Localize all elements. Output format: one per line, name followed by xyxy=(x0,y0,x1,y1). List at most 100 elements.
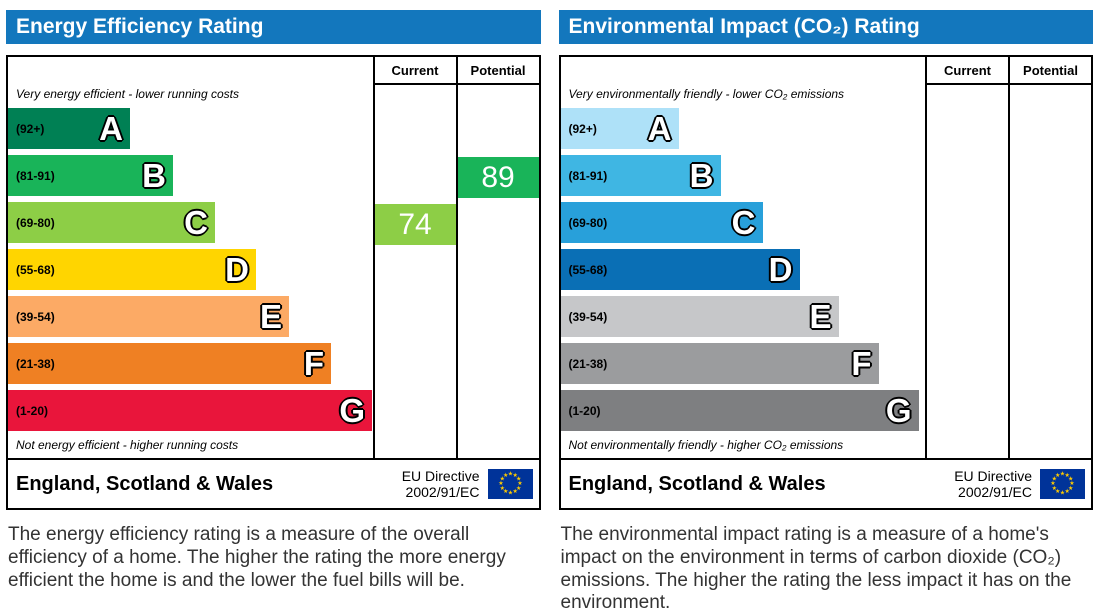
current-column-header: Current xyxy=(374,57,456,85)
band-letter: F xyxy=(851,345,872,382)
region-label: England, Scotland & Wales xyxy=(16,472,274,495)
svg-text:★: ★ xyxy=(503,488,508,495)
band-row-b: (81-91) B xyxy=(560,152,926,199)
eu-directive-line2: 2002/91/EC xyxy=(405,484,480,500)
band-bar-d: (55-68) D xyxy=(560,249,800,290)
top-caption: Very energy efficient - lower running co… xyxy=(16,87,239,101)
svg-text:★: ★ xyxy=(512,488,517,495)
band-row-f: (21-38) F xyxy=(8,340,373,387)
top-caption: Very environmentally friendly - lower CO… xyxy=(568,87,845,101)
band-bar-f: (21-38) F xyxy=(8,343,331,384)
region-label: England, Scotland & Wales xyxy=(568,472,826,495)
band-row-a: (92+) A xyxy=(560,105,926,152)
bands: (92+) A (81-91) B (69-80) C (55-68) D (39-54) E (2… xyxy=(560,105,926,434)
band-range-label: (21-38) xyxy=(568,356,608,371)
energy-rating-chart: Very energy efficient - lower running co… xyxy=(6,55,541,510)
band-letter: A xyxy=(647,110,672,147)
svg-text:★: ★ xyxy=(1052,475,1057,482)
potential-column-header: Potential xyxy=(457,57,539,85)
band-range-label: (55-68) xyxy=(568,262,608,277)
environmental-impact-panel: Environmental Impact (CO₂) Rating Very e… xyxy=(558,10,1093,615)
band-bar-g: (1-20) G xyxy=(560,390,919,431)
svg-text:★: ★ xyxy=(512,472,517,479)
band-bar-g: (1-20) G xyxy=(8,390,372,431)
current-column-body: 74 xyxy=(374,85,456,458)
svg-text:★: ★ xyxy=(1055,472,1060,479)
svg-text:★: ★ xyxy=(516,485,521,492)
svg-text:★: ★ xyxy=(1068,485,1073,492)
band-letter: F xyxy=(303,345,324,382)
energy-description: The energy efficiency rating is a measur… xyxy=(8,524,506,591)
bars-head-spacer xyxy=(8,57,373,83)
band-range-label: (55-68) xyxy=(16,262,55,277)
svg-text:★: ★ xyxy=(503,472,508,479)
environmental-panel-title: Environmental Impact (CO₂) Rating xyxy=(568,15,920,38)
environmental-description: The environmental impact rating is a mea… xyxy=(560,524,1072,614)
eu-directive-label: EU Directive 2002/91/EC xyxy=(954,468,1032,500)
band-range-label: (21-38) xyxy=(16,356,55,371)
band-range-label: (69-80) xyxy=(16,215,55,230)
chart-footer: England, Scotland & Wales EU Directive 2… xyxy=(560,458,1091,508)
band-letter: E xyxy=(259,298,282,335)
band-bar-a: (92+) A xyxy=(8,108,130,149)
band-letter: G xyxy=(339,392,365,429)
energy-panel-title: Energy Efficiency Rating xyxy=(16,15,264,38)
current-value-box: 74 xyxy=(374,204,456,245)
band-bar-c: (69-80) C xyxy=(8,202,215,243)
svg-text:★: ★ xyxy=(1060,490,1065,497)
svg-text:★: ★ xyxy=(1065,472,1070,479)
energy-efficiency-panel: Energy Efficiency Rating Very energy eff… xyxy=(6,10,541,615)
band-letter: B xyxy=(142,157,166,194)
band-bar-a: (92+) A xyxy=(560,108,679,149)
current-column-header: Current xyxy=(927,57,1008,85)
band-bar-d: (55-68) D xyxy=(8,249,256,290)
energy-panel-header: Energy Efficiency Rating xyxy=(6,10,541,44)
svg-text:★: ★ xyxy=(1060,471,1065,478)
potential-column-body xyxy=(1010,85,1091,458)
band-letter: E xyxy=(809,298,832,335)
eu-directive-label: EU Directive 2002/91/EC xyxy=(402,468,480,500)
band-row-c: (69-80) C xyxy=(8,199,373,246)
chart-footer: England, Scotland & Wales EU Directive 2… xyxy=(8,458,539,508)
band-range-label: (39-54) xyxy=(16,309,55,324)
band-bar-f: (21-38) F xyxy=(560,343,879,384)
eu-directive-line2: 2002/91/EC xyxy=(958,484,1032,500)
band-range-label: (1-20) xyxy=(568,403,601,418)
eu-flag-icon: ★ ★★★★★★★★★★★ xyxy=(1040,469,1085,499)
svg-text:★: ★ xyxy=(1050,480,1055,487)
band-range-label: (81-91) xyxy=(568,168,608,183)
band-row-b: (81-91) B xyxy=(8,152,373,199)
eu-directive-line1: EU Directive xyxy=(401,467,480,484)
svg-text:★: ★ xyxy=(516,475,521,482)
svg-text:★: ★ xyxy=(499,475,504,482)
svg-text:★: ★ xyxy=(507,490,512,497)
band-row-g: (1-20) G xyxy=(560,387,926,434)
band-range-label: (81-91) xyxy=(16,168,55,183)
band-range-label: (92+) xyxy=(16,121,45,136)
bottom-caption: Not environmentally friendly - higher CO… xyxy=(568,438,844,452)
band-row-g: (1-20) G xyxy=(8,387,373,434)
bottom-caption: Not energy efficient - higher running co… xyxy=(16,438,239,452)
svg-text:★: ★ xyxy=(498,480,503,487)
bars-head-spacer xyxy=(561,57,926,83)
band-bar-c: (69-80) C xyxy=(560,202,763,243)
band-letter: D xyxy=(225,251,249,288)
band-bar-e: (39-54) E xyxy=(560,296,839,337)
band-letter: C xyxy=(731,204,756,241)
potential-column-header: Potential xyxy=(1010,57,1091,85)
band-row-e: (39-54) E xyxy=(8,293,373,340)
band-letter: G xyxy=(885,392,912,429)
eu-directive-line1: EU Directive xyxy=(954,467,1032,484)
svg-text:★: ★ xyxy=(1052,485,1057,492)
band-row-a: (92+) A xyxy=(8,105,373,152)
band-row-d: (55-68) D xyxy=(560,246,926,293)
svg-text:★: ★ xyxy=(507,471,512,478)
eu-flag-icon: ★ ★★★★★★★★★★★ xyxy=(487,469,533,499)
band-range-label: (69-80) xyxy=(568,215,608,230)
band-bar-e: (39-54) E xyxy=(8,296,289,337)
band-row-c: (69-80) C xyxy=(560,199,926,246)
band-row-e: (39-54) E xyxy=(560,293,926,340)
potential-value-box: 89 xyxy=(457,157,539,198)
environmental-rating-chart: Very environmentally friendly - lower CO… xyxy=(558,55,1093,510)
